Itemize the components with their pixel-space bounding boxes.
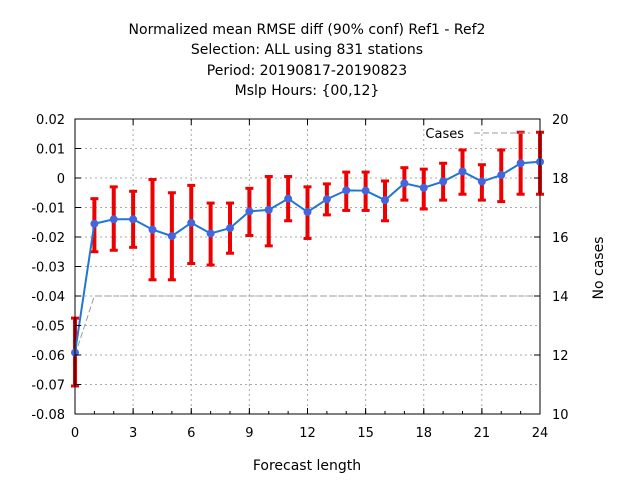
x-ticks: 0 3 6 9 12 15 18 21 24 (71, 119, 548, 441)
data-point (342, 186, 351, 195)
title-line-4: Mslp Hours: {00,12} (235, 83, 380, 99)
title-line-2: Selection: ALL using 831 stations (191, 42, 423, 58)
y-tick-label: -0.05 (31, 320, 65, 335)
cases-line (74, 295, 540, 356)
y-tick-label: 0.01 (36, 143, 65, 158)
legend-label-cases: Cases (425, 127, 464, 142)
data-point (439, 177, 448, 186)
chart-title: Normalized mean RMSE diff (90% conf) Ref… (129, 22, 486, 99)
x-axis-label: Forecast length (253, 458, 361, 474)
x-tick-label: 15 (357, 426, 374, 441)
data-point (206, 229, 215, 238)
x-tick-label: 6 (187, 426, 195, 441)
data-point (129, 215, 138, 224)
x-tick-label: 3 (129, 426, 137, 441)
data-point (90, 219, 99, 228)
data-point (167, 232, 176, 241)
data-point (264, 205, 273, 214)
y-tick-label: 0.02 (36, 113, 65, 128)
grid (75, 119, 540, 414)
title-line-1: Normalized mean RMSE diff (90% conf) Ref… (129, 22, 486, 38)
y-ticks: 0.02 0.01 0 -0.01 -0.02 -0.03 -0.04 -0.05 -0.06 -… (31, 113, 81, 423)
data-point (284, 194, 293, 203)
data-point (148, 225, 157, 234)
data-point (400, 179, 409, 188)
data-point (458, 167, 467, 176)
data-point (303, 207, 312, 216)
x-tick-label: 18 (415, 426, 432, 441)
x-tick-label: 24 (532, 426, 549, 441)
y-tick-label: -0.04 (31, 290, 65, 305)
y2-tick-label: 12 (552, 349, 569, 364)
x-tick-label: 9 (245, 426, 253, 441)
data-point (361, 186, 370, 195)
y-tick-label: -0.07 (31, 379, 65, 394)
data-point (477, 177, 486, 186)
y2-tick-label: 18 (552, 172, 569, 187)
data-point (419, 183, 428, 192)
y2-tick-label: 10 (552, 408, 569, 423)
y2-axis-label: No cases (591, 237, 607, 300)
y-tick-label: -0.06 (31, 349, 65, 364)
x-tick-label: 0 (71, 426, 79, 441)
data-point (516, 159, 525, 168)
data-point (322, 195, 331, 204)
data-point (497, 171, 506, 180)
title-line-3: Period: 20190817-20190823 (207, 63, 407, 79)
data-point (109, 215, 118, 224)
y-tick-label: -0.02 (31, 231, 65, 246)
data-point (245, 207, 254, 216)
y-tick-label: -0.01 (31, 202, 65, 217)
data-point (226, 224, 234, 233)
data-point (187, 218, 196, 227)
x-tick-label: 21 (474, 426, 491, 441)
legend: Cases (425, 127, 530, 142)
y-tick-label: -0.08 (31, 408, 65, 423)
x-tick-label: 12 (299, 426, 316, 441)
y2-tick-label: 16 (552, 231, 569, 246)
y2-tick-label: 14 (552, 290, 569, 305)
data-point (381, 196, 389, 205)
y2-ticks: 20 18 16 14 12 10 (534, 113, 569, 423)
cases-layer (74, 295, 540, 356)
y-tick-label: 0 (57, 172, 65, 187)
y-tick-label: -0.03 (31, 261, 65, 276)
y2-tick-label: 20 (552, 113, 569, 128)
